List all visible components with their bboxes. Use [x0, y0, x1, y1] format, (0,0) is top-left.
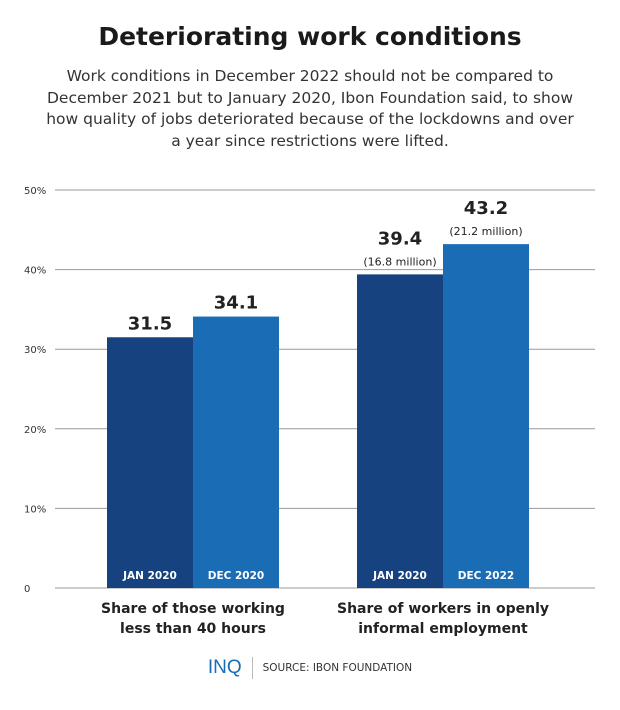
bar-period-label: DEC 2022 — [458, 570, 514, 582]
chart-subtitle: Work conditions in December 2022 should … — [46, 67, 574, 150]
divider — [251, 657, 253, 679]
y-tick-label: 10% — [24, 504, 46, 515]
source-text: SOURCE: IBON FOUNDATION — [262, 662, 413, 674]
category-label: informal employment — [358, 621, 528, 637]
category-label: Share of workers in openly — [337, 601, 549, 617]
data-label: 43.2 — [464, 198, 508, 219]
bar-period-label: DEC 2020 — [208, 570, 264, 582]
chart-title: Deteriorating work conditions — [98, 22, 522, 51]
bar — [193, 316, 279, 588]
data-note: (16.8 million) — [363, 255, 436, 268]
y-tick-label: 20% — [24, 425, 46, 436]
data-note: (21.2 million) — [449, 225, 522, 238]
bar-period-label: JAN 2020 — [372, 570, 427, 582]
footer: INQ SOURCE: IBON FOUNDATION — [0, 657, 620, 679]
category-label: Share of those working — [101, 601, 285, 617]
bar-period-label: JAN 2020 — [122, 570, 177, 582]
bar — [443, 244, 529, 589]
y-tick-label: 0 — [24, 584, 30, 595]
data-label: 39.4 — [378, 228, 422, 249]
bar — [357, 274, 443, 588]
bar — [107, 337, 193, 588]
y-tick-label: 30% — [24, 345, 46, 356]
data-label: 31.5 — [128, 313, 172, 334]
y-tick-label: 50% — [24, 186, 46, 197]
category-label: less than 40 hours — [120, 621, 266, 637]
data-label: 34.1 — [214, 293, 258, 314]
y-tick-label: 40% — [24, 266, 46, 277]
inq-logo: INQ — [207, 657, 242, 678]
